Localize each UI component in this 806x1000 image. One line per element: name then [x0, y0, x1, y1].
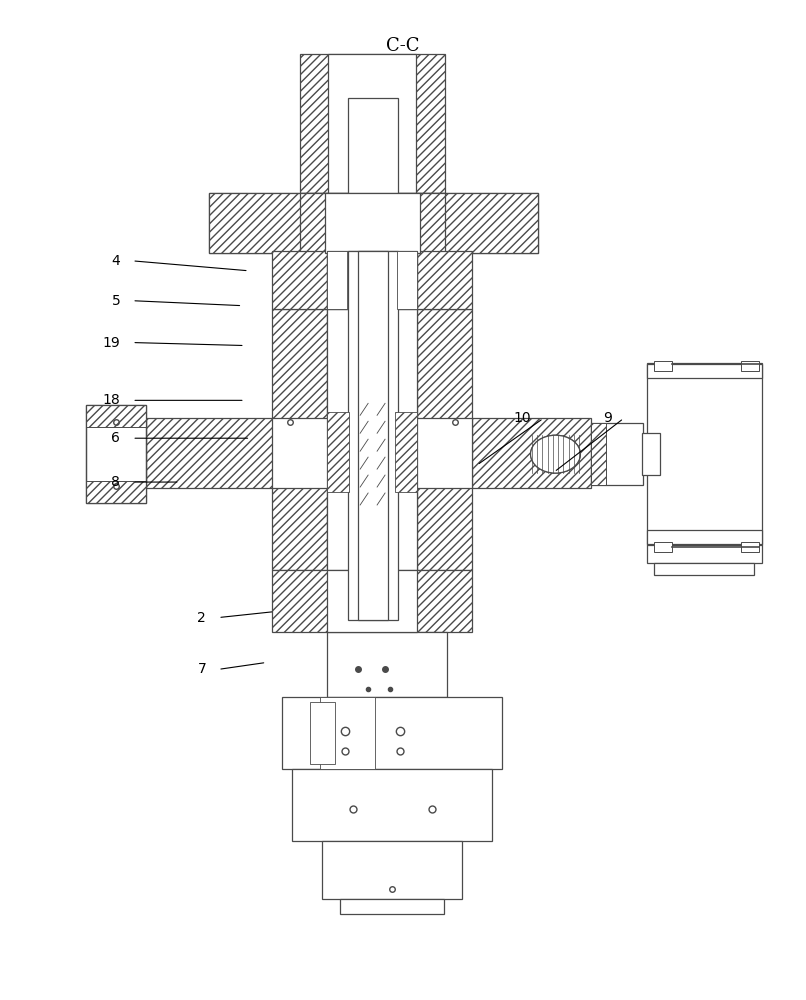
- Bar: [272, 418, 327, 488]
- Bar: [310, 702, 335, 764]
- Bar: [272, 251, 327, 309]
- Bar: [322, 841, 462, 899]
- Ellipse shape: [530, 435, 580, 473]
- Bar: [293, 769, 492, 841]
- Bar: [647, 530, 762, 544]
- Bar: [417, 251, 472, 309]
- Bar: [272, 570, 472, 632]
- Bar: [642, 433, 660, 475]
- Bar: [397, 251, 417, 309]
- Text: 2: 2: [197, 611, 206, 625]
- Bar: [348, 98, 398, 193]
- Text: 5: 5: [111, 294, 120, 308]
- Bar: [654, 361, 672, 371]
- Bar: [86, 481, 146, 503]
- Bar: [86, 405, 146, 427]
- Bar: [472, 418, 592, 488]
- Bar: [340, 899, 444, 914]
- Bar: [86, 405, 146, 503]
- Bar: [592, 423, 606, 485]
- Bar: [272, 309, 327, 570]
- Bar: [327, 570, 417, 632]
- Bar: [328, 54, 416, 193]
- Bar: [301, 54, 445, 193]
- Text: 19: 19: [102, 336, 120, 350]
- Text: 8: 8: [111, 475, 120, 489]
- Bar: [647, 545, 762, 563]
- Bar: [417, 309, 472, 570]
- Bar: [327, 251, 417, 309]
- Bar: [146, 418, 273, 488]
- Bar: [327, 412, 349, 492]
- Text: 4: 4: [111, 254, 120, 268]
- Bar: [326, 193, 420, 253]
- Text: 6: 6: [111, 431, 120, 445]
- Bar: [320, 697, 375, 769]
- Bar: [647, 364, 762, 378]
- Text: 7: 7: [197, 662, 206, 676]
- Bar: [358, 251, 388, 620]
- Bar: [327, 251, 347, 309]
- Bar: [654, 542, 672, 552]
- Ellipse shape: [530, 435, 580, 473]
- Bar: [301, 193, 445, 253]
- Bar: [315, 193, 430, 253]
- Text: 9: 9: [603, 411, 612, 425]
- Bar: [209, 193, 315, 253]
- Bar: [282, 697, 501, 769]
- Text: 18: 18: [102, 393, 120, 407]
- Text: 10: 10: [514, 411, 531, 425]
- Bar: [417, 418, 472, 488]
- Bar: [209, 193, 538, 253]
- Bar: [348, 251, 398, 620]
- Text: C-C: C-C: [386, 37, 420, 55]
- Bar: [86, 405, 146, 503]
- Bar: [430, 193, 538, 253]
- Bar: [654, 563, 754, 575]
- Bar: [327, 309, 417, 570]
- Bar: [741, 542, 758, 552]
- Bar: [647, 363, 762, 545]
- Bar: [741, 361, 758, 371]
- Bar: [592, 423, 643, 485]
- Bar: [327, 632, 447, 697]
- Bar: [395, 412, 417, 492]
